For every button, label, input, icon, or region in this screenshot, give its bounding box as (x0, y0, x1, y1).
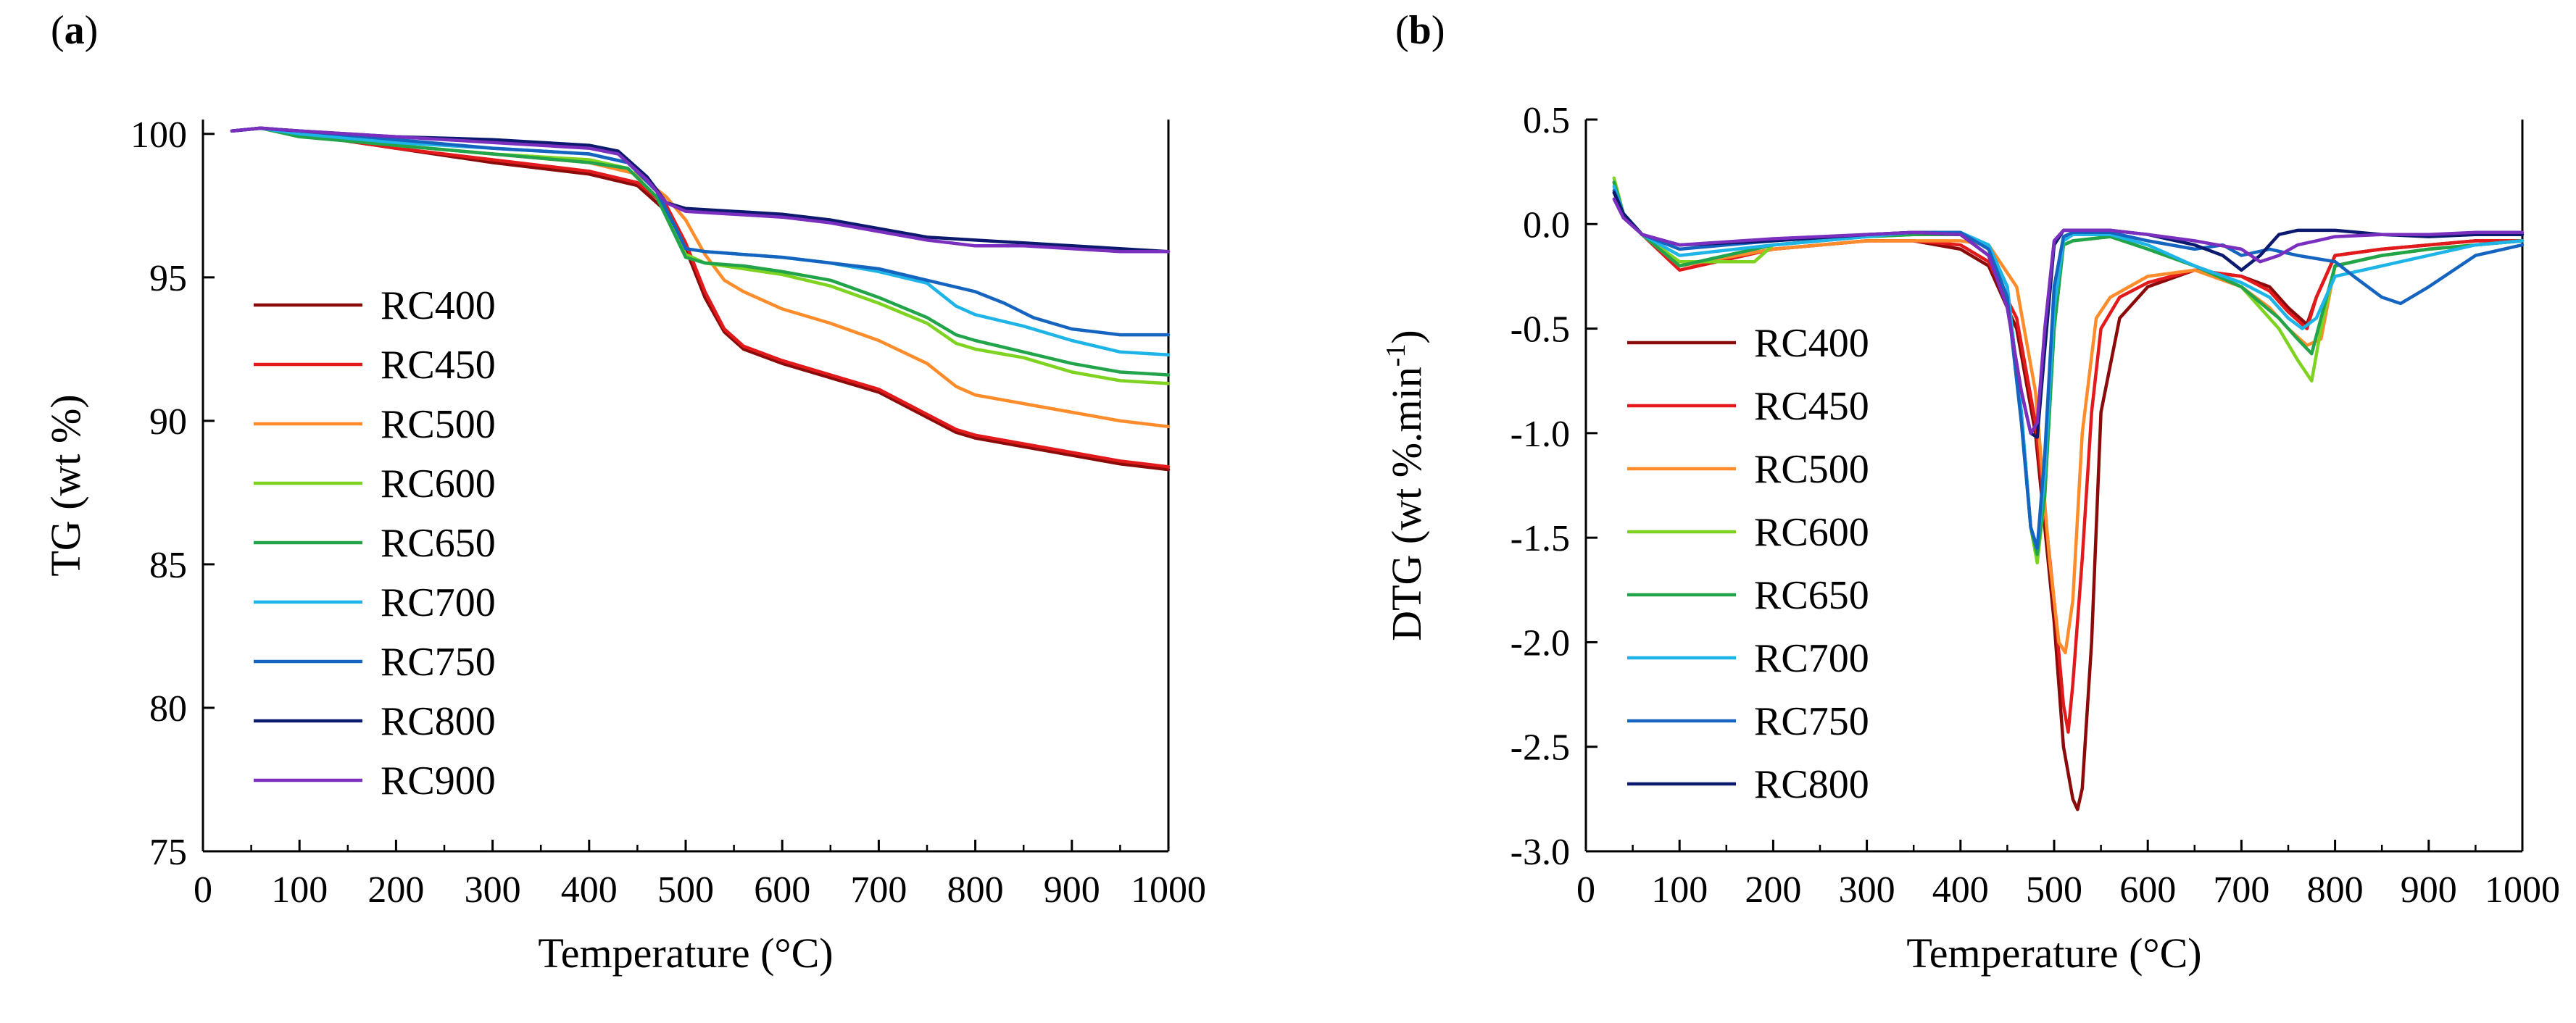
y-tick-label: 80 (149, 688, 187, 730)
panel-a-label-letter: a (64, 8, 85, 53)
y-tick-label: 0.0 (1523, 204, 1570, 246)
legend-label-rc750: RC750 (381, 640, 496, 685)
legend-label-rc450: RC450 (1754, 384, 1869, 429)
legend-label-rc800: RC800 (381, 699, 496, 744)
x-tick-label: 400 (561, 869, 618, 911)
legend-label-rc750: RC750 (1754, 699, 1869, 744)
x-tick-label: 800 (2307, 869, 2364, 911)
panel-b-label-open: ( (1395, 8, 1409, 53)
series-line-rc700 (1612, 185, 2525, 550)
legend-label-rc600: RC600 (381, 462, 496, 506)
y-tick-label: 75 (149, 832, 187, 873)
panel-b-label-letter: b (1408, 8, 1432, 53)
series-line-rc800 (230, 126, 1171, 254)
series-line-rc450 (230, 126, 1171, 469)
panel-b-label-close: ) (1431, 8, 1445, 53)
y-axis-title: DTG (wt %.min-1) (1381, 330, 1430, 641)
x-tick-label: 500 (2026, 869, 2082, 911)
x-tick-label: 300 (1839, 869, 1895, 911)
x-tick-label: 200 (1745, 869, 1801, 911)
y-tick-label: -2.5 (1511, 727, 1570, 769)
y-tick-label: 90 (149, 401, 187, 443)
y-tick-label: -3.0 (1511, 832, 1570, 873)
y-tick-label: -1.0 (1511, 414, 1570, 455)
x-tick-label: 700 (850, 869, 907, 911)
series-line-rc600 (230, 126, 1171, 385)
legend-label-rc700: RC700 (1754, 636, 1869, 681)
legend-label-rc650: RC650 (381, 521, 496, 566)
y-tick-label: -2.0 (1511, 622, 1570, 664)
y-axis-title-main: DTG (wt %.min (1383, 367, 1430, 641)
legend-label-rc900: RC900 (381, 759, 496, 803)
legend-label-rc650: RC650 (1754, 573, 1869, 618)
x-tick-label: 300 (465, 869, 521, 911)
y-axis-title: TG (wt %) (42, 394, 89, 576)
x-tick-label: 600 (2119, 869, 2176, 911)
panel-a-label: (a) (51, 7, 98, 54)
x-tick-label: 900 (1044, 869, 1100, 911)
legend-label-rc800: RC800 (1754, 762, 1869, 807)
x-tick-label: 500 (657, 869, 714, 911)
x-tick-label: 400 (1932, 869, 1989, 911)
y-axis-title-close: ) (1383, 330, 1430, 343)
legend-label-rc450: RC450 (381, 343, 496, 388)
x-tick-label: 900 (2401, 869, 2457, 911)
x-tick-label: 0 (194, 869, 212, 911)
x-tick-label: 100 (1651, 869, 1708, 911)
x-tick-label: 1000 (1131, 869, 1206, 911)
panel-a-label-open: ( (51, 8, 65, 53)
dtg-chart: 0 100 200 300 400 500 600 700 800 900 1000 0.5 0.0 -0… (1381, 100, 2560, 977)
legend-label-rc700: RC700 (381, 580, 496, 625)
tg-chart: 0 100 200 300 400 500 600 700 800 900 1000 75 80 85 90… (42, 114, 1206, 977)
x-tick-label: 700 (2213, 869, 2269, 911)
legend-label-rc500: RC500 (1754, 447, 1869, 492)
x-tick-label: 100 (271, 869, 328, 911)
series-line-rc900 (230, 126, 1171, 254)
x-tick-label: 0 (1576, 869, 1595, 911)
y-tick-label: -0.5 (1511, 309, 1570, 351)
y-axis-title-superscript: -1 (1381, 344, 1411, 367)
legend-label-rc400: RC400 (381, 283, 496, 328)
x-tick-label: 1000 (2485, 869, 2560, 911)
panel-b-label: (b) (1395, 7, 1445, 54)
series-line-rc750 (230, 126, 1171, 337)
legend-label-rc400: RC400 (1754, 321, 1869, 366)
series-line-rc900 (1612, 197, 2525, 435)
y-tick-label: 85 (149, 545, 187, 586)
y-tick-label: 100 (130, 114, 187, 156)
legend-label-rc600: RC600 (1754, 510, 1869, 555)
x-tick-label: 200 (367, 869, 424, 911)
series-line-rc500 (1612, 180, 2525, 655)
x-axis-title: Temperature (°C) (538, 930, 833, 977)
y-tick-label: -1.5 (1511, 518, 1570, 559)
panel-a-label-close: ) (84, 8, 99, 53)
x-axis-title: Temperature (°C) (1906, 930, 2201, 977)
y-tick-label: 95 (149, 258, 187, 299)
series-line-rc650 (230, 126, 1171, 377)
x-tick-label: 800 (947, 869, 1004, 911)
y-tick-label: 0.5 (1523, 100, 1570, 141)
legend-label-rc500: RC500 (381, 402, 496, 447)
series-line-rc400 (230, 126, 1171, 472)
series-line-rc700 (230, 126, 1171, 357)
x-tick-label: 600 (754, 869, 810, 911)
